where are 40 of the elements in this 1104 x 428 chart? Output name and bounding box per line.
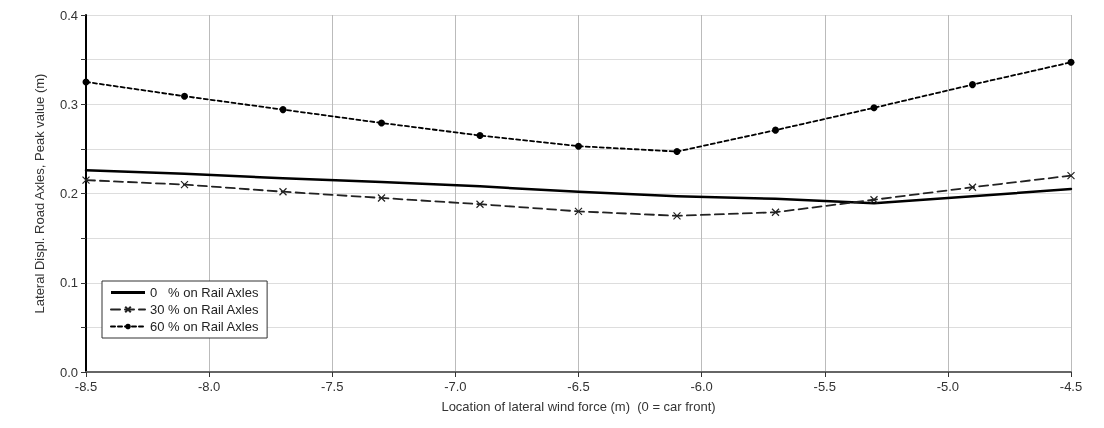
y-axis-title: Lateral Displ. Road Axles, Peak value (m) xyxy=(32,73,47,314)
point xyxy=(870,104,878,112)
point xyxy=(869,195,879,204)
y-tick-label: 0.0 xyxy=(59,364,78,380)
y-tick-label: 0.3 xyxy=(59,96,78,112)
point xyxy=(772,126,779,134)
point xyxy=(672,211,682,220)
point xyxy=(475,200,485,209)
x-tick-label: -5.5 xyxy=(813,379,836,394)
x-axis-title: Location of lateral wind force (m) (0 = car front) xyxy=(441,399,716,414)
x-tick-label: -6.0 xyxy=(690,379,713,394)
point xyxy=(969,81,976,89)
x-tick-label: -7.0 xyxy=(444,379,467,394)
legend-label: 60 % on Rail Axles xyxy=(150,319,259,334)
x-tick-label: -4.5 xyxy=(1059,379,1083,394)
x-tick-label: -6.5 xyxy=(567,379,590,394)
point xyxy=(278,187,288,196)
point xyxy=(771,208,780,217)
point xyxy=(378,119,385,127)
x-tick-label: -8.0 xyxy=(197,379,221,394)
point xyxy=(180,180,189,189)
point xyxy=(181,92,188,100)
point xyxy=(1067,58,1075,66)
point xyxy=(574,207,583,216)
point xyxy=(1066,171,1076,180)
legend-label: 0 % on Rail Axles xyxy=(150,285,259,300)
point xyxy=(81,176,91,185)
x-tick-label: -5.0 xyxy=(936,379,960,394)
y-tick-label: 0.1 xyxy=(59,275,78,291)
point xyxy=(575,142,582,150)
point xyxy=(673,148,681,156)
point xyxy=(476,131,484,139)
point xyxy=(377,193,386,203)
y-tick-label: 0.4 xyxy=(59,7,78,23)
x-tick-label: -8.5 xyxy=(74,379,98,394)
y-tick-label: 0.2 xyxy=(59,186,78,201)
legend-label: 30 % on Rail Axles xyxy=(150,302,259,317)
point xyxy=(968,183,977,192)
x-tick-label: -7.5 xyxy=(321,379,344,394)
point xyxy=(279,106,287,114)
